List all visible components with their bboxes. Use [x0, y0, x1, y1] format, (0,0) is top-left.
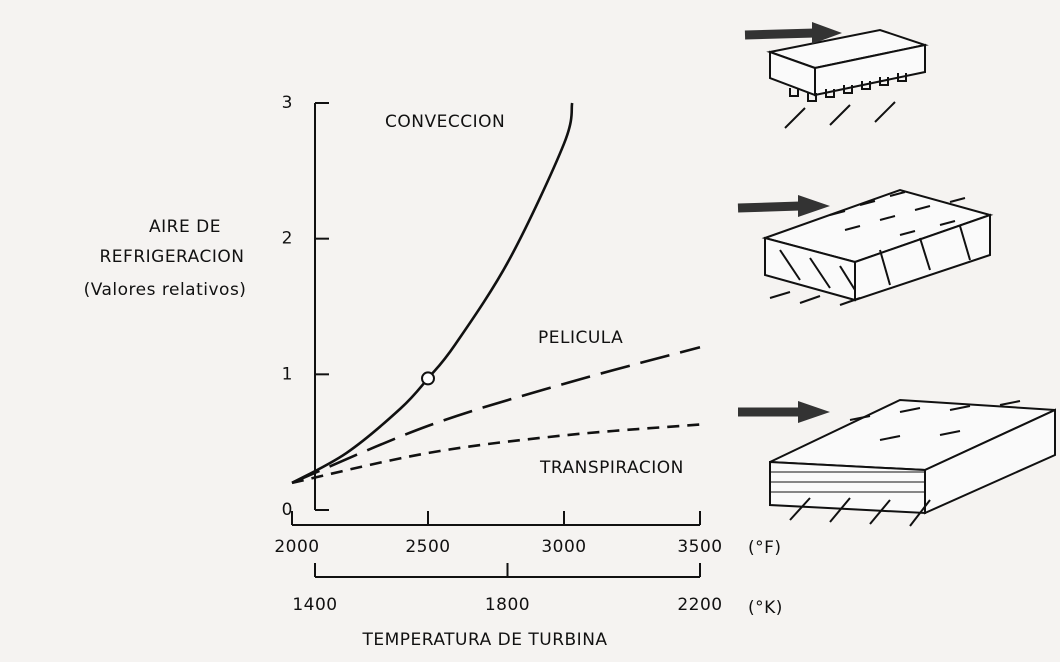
chart: AIRE DE REFRIGERACION (Valores relativos… — [0, 0, 1060, 662]
series-label: PELICULA — [538, 328, 623, 348]
y-tick-label: 3 — [282, 93, 293, 113]
x2-tick-label: 1400 — [292, 595, 337, 615]
series-label: CONVECCION — [385, 112, 505, 132]
x2-tick-label: 1800 — [485, 595, 530, 615]
y-label: REFRIGERACION — [99, 247, 244, 267]
marker — [422, 372, 434, 384]
x2-tick-label: 2200 — [677, 595, 722, 615]
y-tick-label: 2 — [282, 229, 293, 249]
x-tick-label: 3500 — [677, 537, 722, 557]
series-label: TRANSPIRACION — [539, 458, 684, 478]
x-tick-label: 2000 — [274, 537, 319, 557]
x-unit: (°F) — [748, 538, 782, 558]
x-tick-label: 2500 — [405, 537, 450, 557]
y-label: (Valores relativos) — [84, 280, 247, 300]
x-label: TEMPERATURA DE TURBINA — [361, 630, 607, 650]
y-label: AIRE DE — [149, 217, 221, 237]
x-tick-label: 3000 — [541, 537, 586, 557]
x2-unit: (°K) — [748, 598, 783, 618]
y-tick-label: 1 — [282, 364, 293, 384]
background — [0, 0, 1060, 662]
